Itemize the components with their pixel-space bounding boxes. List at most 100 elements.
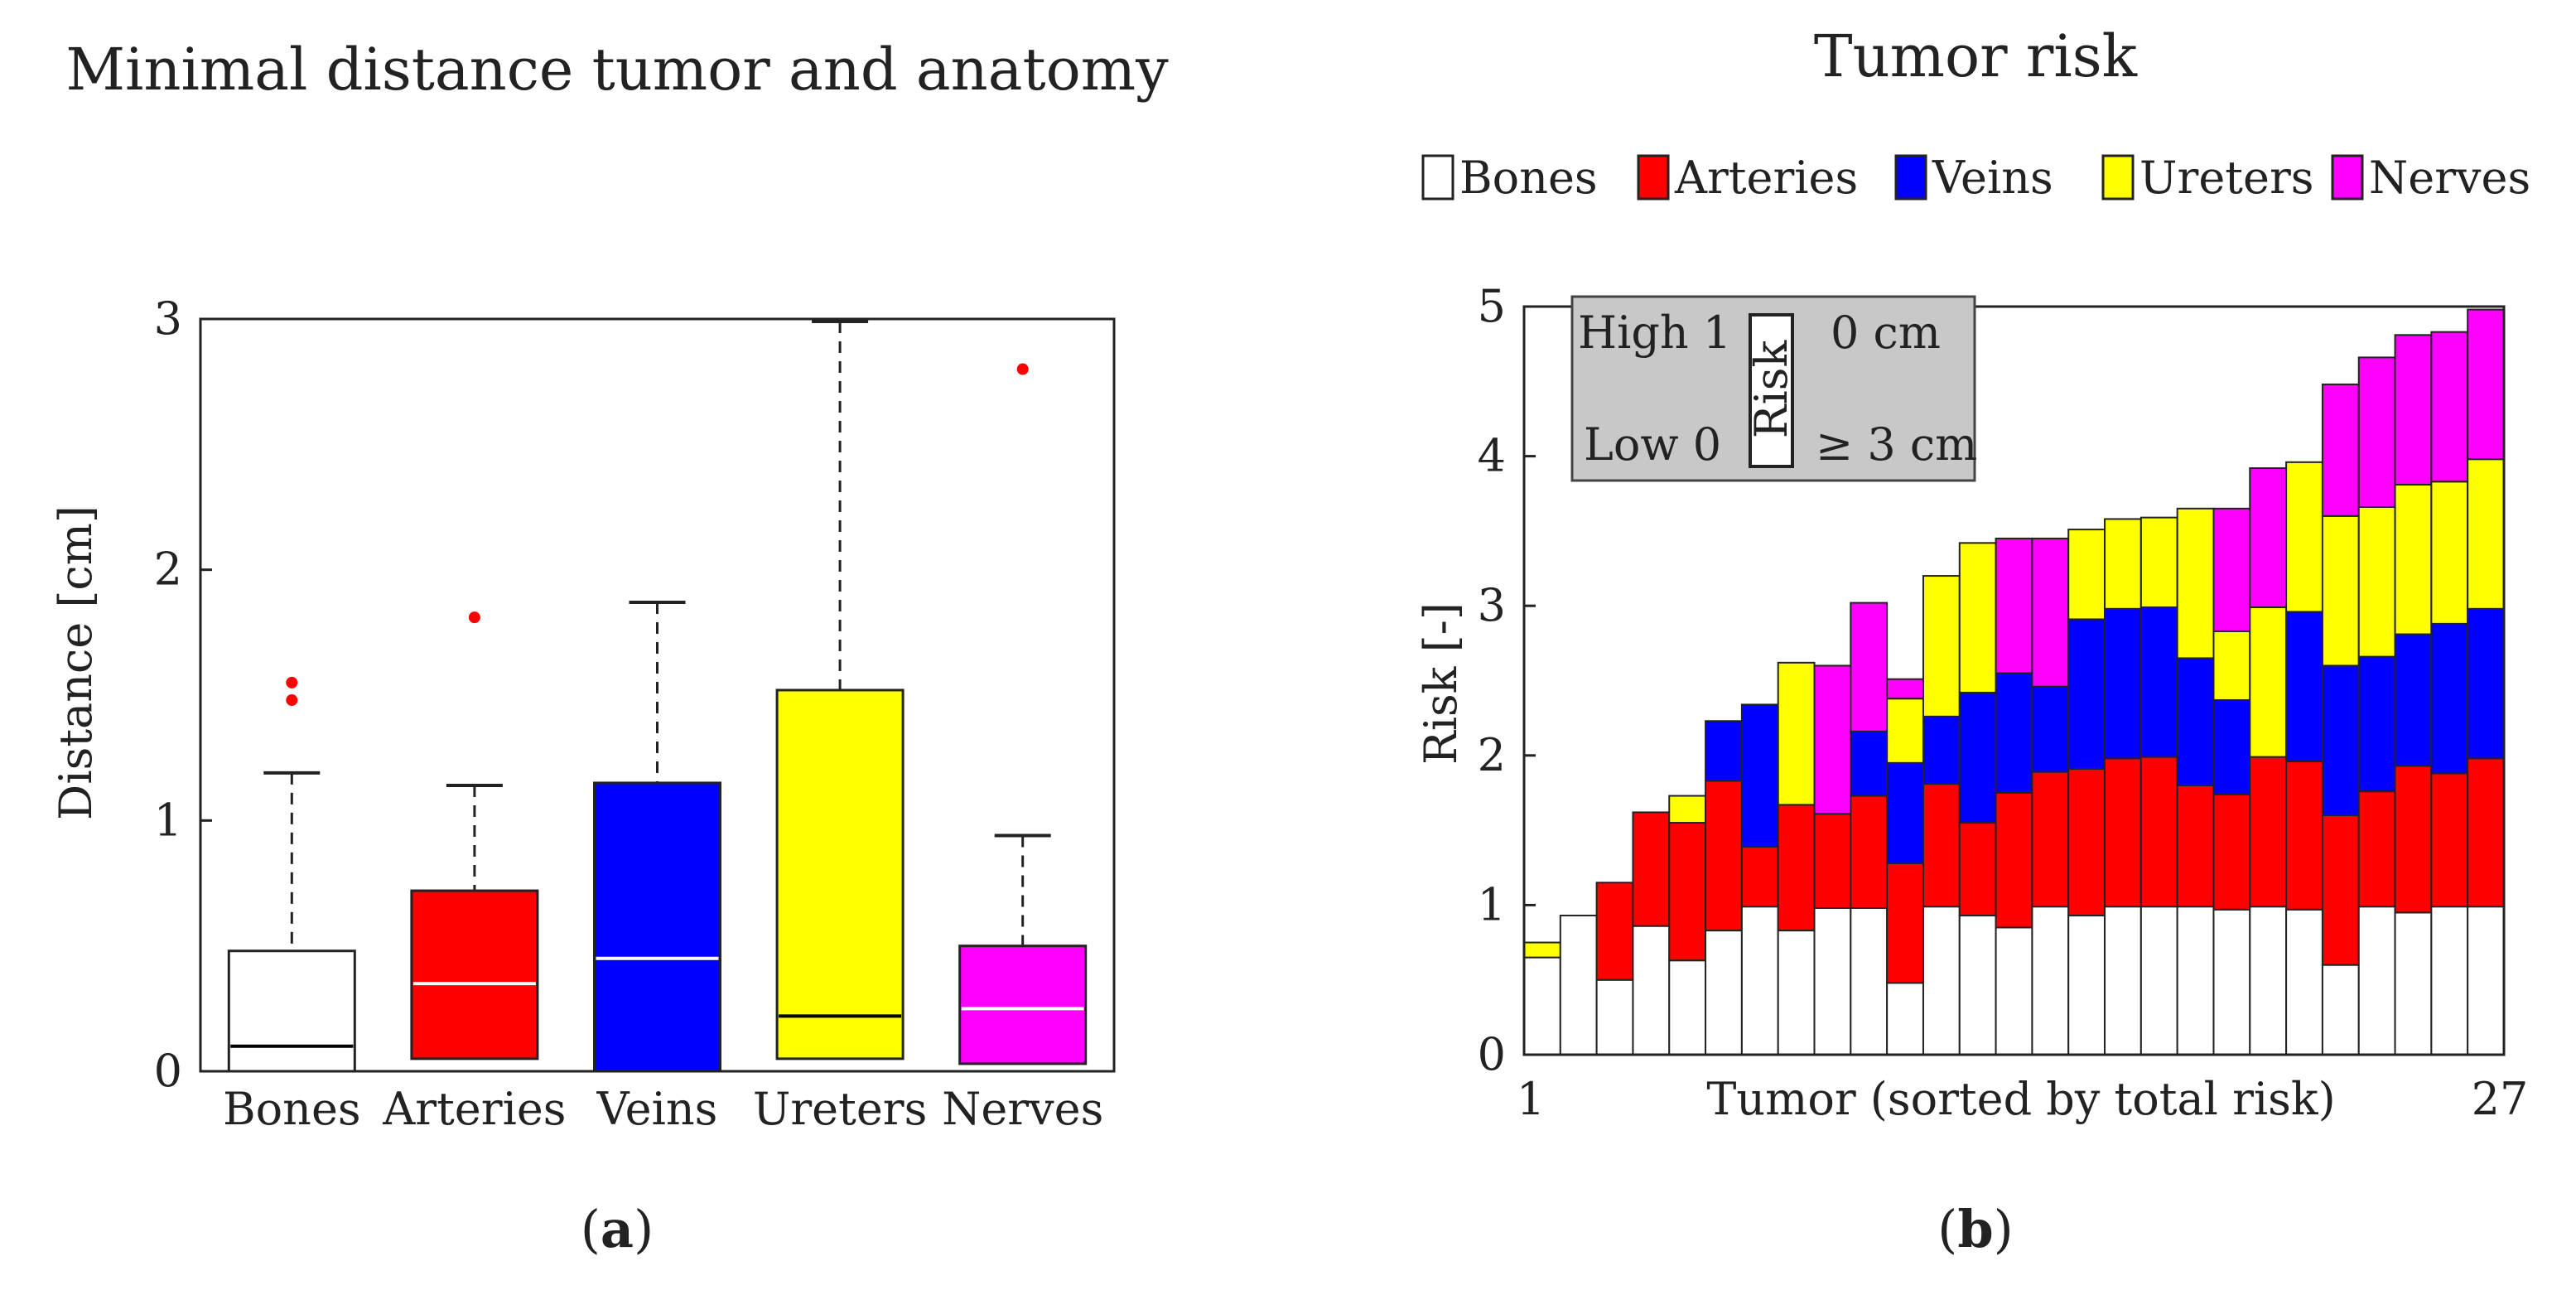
bar-segment-veins [2212,698,2251,795]
bar-segment-bones [1705,930,1743,1056]
bar-segment-arteries [1958,822,1997,917]
bar-segment-bones [1886,982,1924,1056]
bar-segment-bones [2321,964,2360,1056]
box-ureters [775,688,904,1061]
bar-segment-bones [1595,978,1634,1056]
bar-segment-arteries [2285,761,2323,911]
bar-y-tick-label: 1 [1478,878,1506,930]
box-arteries [410,889,539,1061]
bar-segment-arteries [1705,780,1743,932]
box-y-tick-label: 2 [154,544,182,596]
bar-segment-bones [1740,906,1779,1056]
bar-segment-arteries [1595,882,1634,981]
risk-scale-label: Risk [1745,340,1797,439]
stacked-bar-x-axis-label: Tumor (sorted by total risk) [1706,1073,2335,1125]
bar-segment-veins [1995,672,2033,794]
bar-segment-arteries [1632,811,1671,927]
bar-segment-bones [1777,930,1816,1056]
bar-segment-nerves [2249,467,2288,609]
box-outlier [286,694,298,707]
bar-segment-ureters [1523,941,1561,959]
bar-y-tick-label: 5 [1478,280,1506,332]
stacked-bar-panel: Tumor risk Bones Arteries Veins Ureters Nerv… [1415,22,2530,1259]
bar-segment-arteries [1886,862,1924,984]
legend-label-bones: Bones [1459,152,1598,204]
box-category-label: Nerves [942,1083,1103,1135]
box-category-label: Ureters [753,1083,927,1135]
box-category-label: Arteries [382,1083,566,1135]
bar-segment-bones [1523,956,1561,1056]
bar-segment-arteries [1668,822,1707,962]
bar-segment-bones [2176,906,2215,1056]
stacked-bar-area: 0 1 2 3 4 5 [1478,280,2506,1080]
bar-segment-veins [1850,730,1889,797]
bar-segment-arteries [2031,771,2070,908]
bar-segment-arteries [1995,791,2033,929]
bar-segment-arteries [2249,756,2288,908]
box-nerves [958,945,1088,1065]
bar-segment-arteries [1850,795,1889,910]
bar-segment-veins [2357,655,2396,793]
bar-segment-nerves [2430,331,2469,483]
risk-scale-swatch [1749,313,1794,468]
legend-label-veins: Veins [1932,152,2053,204]
bar-segment-bones [2031,906,2070,1056]
bar-segment-veins [1740,703,1779,848]
stacked-bar-x-first-label: 1 [1517,1073,1545,1125]
bar-segment-bones [2139,906,2178,1056]
bar-segment-ureters [2104,518,2142,610]
stacked-bar-legend: Bones Arteries Veins Ureters Nerves [1421,152,2530,204]
bar-segment-arteries [1813,813,1852,910]
bar-segment-nerves [2321,383,2360,517]
bar-segment-ureters [2430,481,2469,625]
bar-segment-veins [2285,611,2323,763]
bar-segment-nerves [1850,602,1889,732]
bar-segment-ureters [1668,795,1707,824]
bar-segment-ureters [1958,542,1997,693]
legend-swatch-bones [1421,154,1454,201]
legend-label-ureters: Ureters [2139,152,2313,204]
bar-y-tick-label: 0 [1478,1028,1506,1080]
bar-segment-bones [1922,906,1961,1056]
bar-segment-ureters [2139,516,2178,609]
box-outlier [1016,363,1029,375]
bar-segment-nerves [2031,537,2070,688]
bar-segment-ureters [2394,483,2433,635]
bar-segment-arteries [2104,757,2142,908]
bar-segment-bones [2104,906,2142,1056]
bar-segment-ureters [2467,458,2506,610]
bar-segment-bones [1958,915,1997,1056]
bar-segment-bones [2394,911,2433,1056]
bar-segment-bones [1813,907,1852,1056]
bar-segment-veins [2467,607,2506,760]
box-y-tick-label: 1 [154,794,182,846]
bar-segment-bones [1632,925,1671,1056]
bar-segment-arteries [2357,790,2396,908]
box-outlier [286,676,298,688]
risk-far-label: ≥ 3 cm [1816,418,1977,471]
bar-segment-veins [2031,685,2070,773]
bar-segment-ureters [2249,606,2288,758]
bar-y-tick-label: 4 [1478,430,1506,482]
bar-segment-bones [2285,908,2323,1056]
risk-high-label: High 1 [1578,307,1731,359]
box-category-label: Veins [596,1083,718,1135]
box-bones [227,949,356,1073]
bar-segment-arteries [1740,845,1779,908]
box-plot-frame [199,317,1116,1073]
bar-segment-ureters [2285,461,2323,613]
legend-swatch-ureters [2101,154,2135,201]
bar-segment-ureters [1886,698,1924,764]
bar-segment-veins [2430,622,2469,775]
bar-segment-veins [2176,657,2215,786]
box-plot-area: 0 1 2 3 Bones Arteries Veins Ureters Nerves [154,292,1116,1135]
bar-segment-arteries [2394,765,2433,914]
risk-info-box: High 1 Low 0 Risk 0 cm ≥ 3 cm [1570,295,1977,482]
box-veins [593,781,721,1073]
bar-segment-veins [2394,633,2433,767]
legend-swatch-nerves [2331,154,2364,201]
bar-segment-veins [2321,664,2360,817]
bar-y-tick-label: 2 [1478,729,1506,781]
bar-segment-arteries [2067,768,2106,917]
bar-segment-ureters [2067,529,2106,621]
